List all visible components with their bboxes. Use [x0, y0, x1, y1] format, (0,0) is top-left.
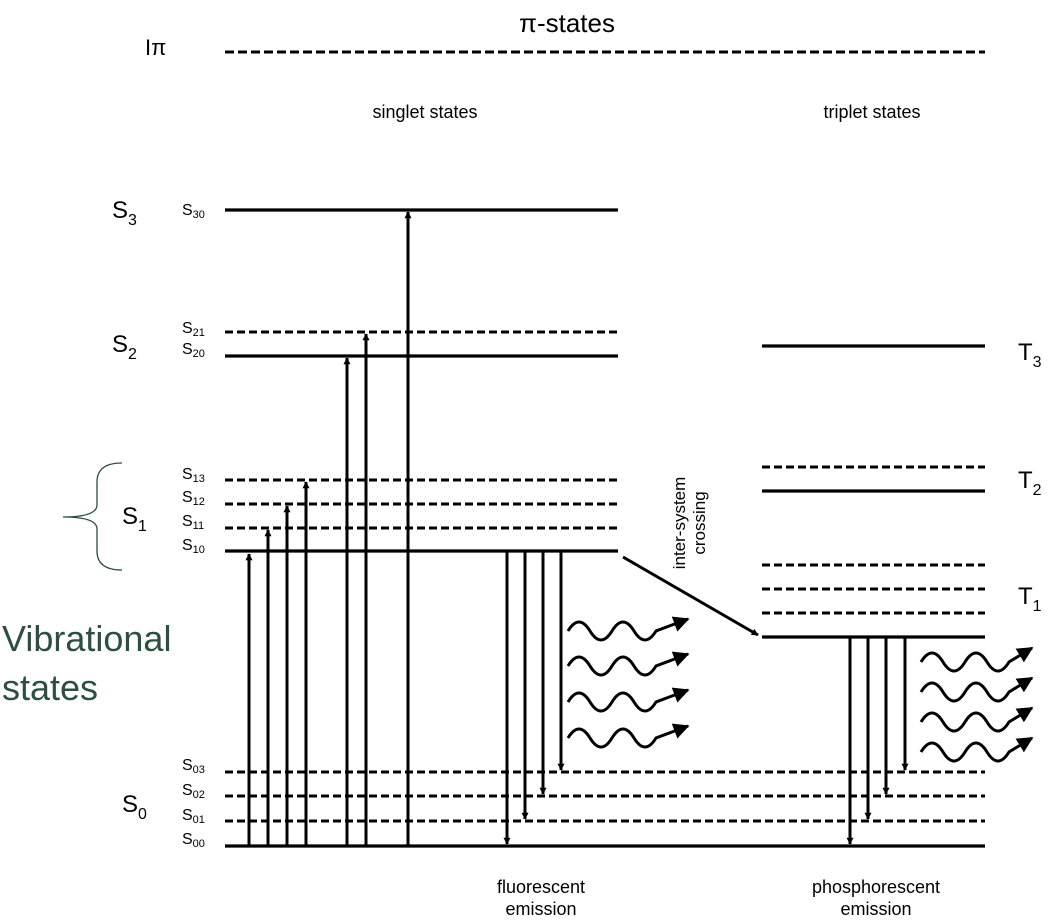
- ionization-label: Iπ: [145, 35, 166, 60]
- sublevel-labels: S30 S21 S20 S13 S12 S11 S10 S03 S02 S01 …: [182, 202, 205, 850]
- sublevel-label-s00: S00: [182, 831, 205, 850]
- intersystem-crossing-line1: inter-system: [670, 477, 689, 570]
- wavy-arrow-photon: [919, 706, 1034, 733]
- sublevel-label-s01: S01: [182, 807, 205, 826]
- wavy-arrow-photon: [566, 651, 690, 677]
- state-label-t2: T2: [1018, 467, 1042, 499]
- triplet-labels: T3 T2 T1: [1018, 339, 1042, 615]
- absorption-arrows: [245, 211, 412, 846]
- state-label-t1: T1: [1018, 583, 1042, 615]
- wavy-arrow-photon: [919, 676, 1034, 703]
- sublevel-label-s30: S30: [182, 202, 205, 221]
- singlet-heading: singlet states: [372, 102, 477, 122]
- wavy-arrow-photon: [566, 616, 690, 642]
- intersystem-crossing-arrow: [622, 555, 759, 637]
- phosphorescent-emission-line1: phosphorescent: [812, 877, 940, 897]
- main-state-labels: S3 S2 S1 S0: [112, 197, 147, 823]
- state-label-s1: S1: [122, 503, 147, 535]
- sublevel-label-s03: S03: [182, 757, 205, 776]
- sublevel-label-s02: S02: [182, 782, 205, 801]
- fluorescent-emission-line1: fluorescent: [497, 877, 585, 897]
- diagram-title: π-states: [519, 8, 615, 38]
- wavy-arrow-photon: [919, 736, 1034, 763]
- triplet-heading: triplet states: [823, 102, 920, 122]
- intersystem-crossing-line2: crossing: [690, 491, 709, 554]
- vibrational-annotation-line1: Vibrational: [2, 618, 171, 659]
- fluorescent-emission-line2: emission: [505, 899, 576, 919]
- wavy-arrow-photon: [919, 646, 1034, 673]
- state-label-s2: S2: [112, 331, 137, 363]
- singlet-levels: [225, 208, 985, 848]
- fluorescence-photon-arrows: [566, 616, 690, 749]
- phosphorescence-arrows: [846, 637, 909, 845]
- wavy-arrow-photon: [566, 687, 690, 713]
- sublevel-label-s13: S13: [182, 466, 205, 485]
- state-label-s3: S3: [112, 197, 137, 229]
- triplet-levels: [762, 344, 985, 639]
- sublevel-label-s10: S10: [182, 537, 205, 556]
- sublevel-label-s12: S12: [182, 489, 205, 508]
- sublevel-label-s11: S11: [182, 513, 204, 532]
- wavy-arrow-photon: [566, 723, 690, 749]
- s1-brace: [62, 462, 123, 571]
- sublevel-label-s20: S20: [182, 341, 205, 360]
- sublevel-label-s21: S21: [182, 320, 205, 339]
- state-label-s0: S0: [122, 791, 147, 823]
- state-label-t3: T3: [1018, 339, 1042, 371]
- phosphorescence-photon-arrows: [919, 646, 1034, 763]
- fluorescence-arrows: [503, 551, 565, 845]
- vibrational-annotation-line2: states: [2, 667, 98, 708]
- intersystem-crossing-label: inter-system crossing: [670, 477, 709, 570]
- phosphorescent-emission-line2: emission: [840, 899, 911, 919]
